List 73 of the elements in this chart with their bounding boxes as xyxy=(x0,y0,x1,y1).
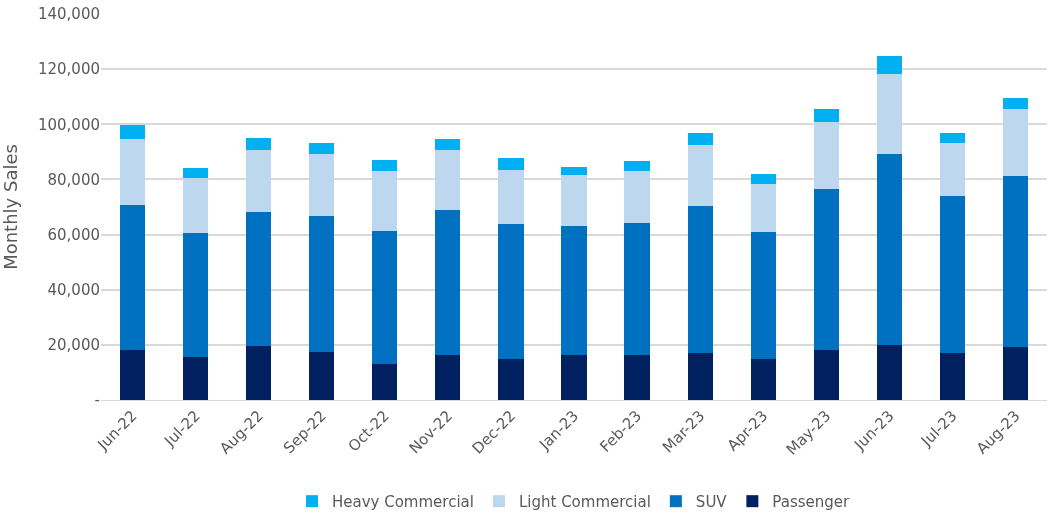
bar xyxy=(813,350,839,400)
y-tick-label: 60,000 xyxy=(47,225,100,244)
bar xyxy=(876,56,902,75)
bar xyxy=(687,132,713,146)
legend-label: Heavy Commercial xyxy=(332,493,474,512)
bar xyxy=(624,160,650,172)
bar xyxy=(813,109,839,123)
bar xyxy=(309,215,335,353)
bar xyxy=(939,133,966,144)
bar xyxy=(876,154,902,345)
bar xyxy=(687,205,713,354)
bar xyxy=(372,171,398,231)
bar xyxy=(435,210,461,355)
bar xyxy=(372,363,398,400)
bar xyxy=(309,352,335,400)
bar xyxy=(687,353,713,400)
bar xyxy=(1002,175,1029,348)
bar xyxy=(624,355,650,400)
bar xyxy=(435,150,461,211)
y-tick-label: 120,000 xyxy=(37,60,100,79)
bar xyxy=(750,232,776,359)
bar xyxy=(119,205,146,350)
legend-label: Light Commercial xyxy=(518,493,651,512)
bar xyxy=(182,167,209,179)
bar xyxy=(1002,347,1029,400)
bar xyxy=(561,226,587,355)
bar xyxy=(119,125,146,140)
bar xyxy=(182,178,209,234)
bar xyxy=(246,345,272,400)
bar xyxy=(246,138,272,150)
bar xyxy=(119,349,146,400)
bar xyxy=(119,139,146,206)
bar xyxy=(813,122,839,189)
y-axis-title: Monthly Sales xyxy=(0,144,21,270)
bar xyxy=(750,358,776,400)
bar xyxy=(624,171,650,224)
bar xyxy=(561,354,587,400)
y-tick-label: 80,000 xyxy=(47,170,100,189)
bar xyxy=(687,145,713,206)
bar xyxy=(309,154,335,216)
bar xyxy=(498,224,524,360)
bar xyxy=(561,166,587,176)
bar xyxy=(561,175,587,227)
bar xyxy=(813,188,839,351)
bar xyxy=(939,143,966,197)
bar xyxy=(939,353,966,400)
bar xyxy=(1002,109,1029,176)
bar xyxy=(498,359,524,400)
bar xyxy=(372,159,398,172)
y-tick-label: 40,000 xyxy=(47,280,100,299)
bar xyxy=(750,184,776,233)
bar xyxy=(498,158,524,171)
legend-label: SUV xyxy=(695,493,728,512)
bar xyxy=(182,233,209,357)
y-tick-label: 100,000 xyxy=(37,115,100,134)
bar xyxy=(246,211,272,346)
bar xyxy=(939,196,966,354)
bar xyxy=(435,354,461,400)
y-tick-label: - xyxy=(94,391,100,410)
bar xyxy=(309,143,335,155)
bar xyxy=(182,356,209,400)
bar xyxy=(1002,97,1029,110)
y-tick-label: 140,000 xyxy=(37,5,100,24)
bar xyxy=(372,230,398,364)
bar xyxy=(246,149,272,212)
bar xyxy=(498,170,524,225)
legend-label: Passenger xyxy=(772,493,851,512)
bar xyxy=(876,344,902,400)
bar xyxy=(435,138,461,151)
y-tick-label: 20,000 xyxy=(47,336,100,355)
bar xyxy=(876,74,902,155)
bar xyxy=(750,173,776,185)
bar xyxy=(624,223,650,356)
